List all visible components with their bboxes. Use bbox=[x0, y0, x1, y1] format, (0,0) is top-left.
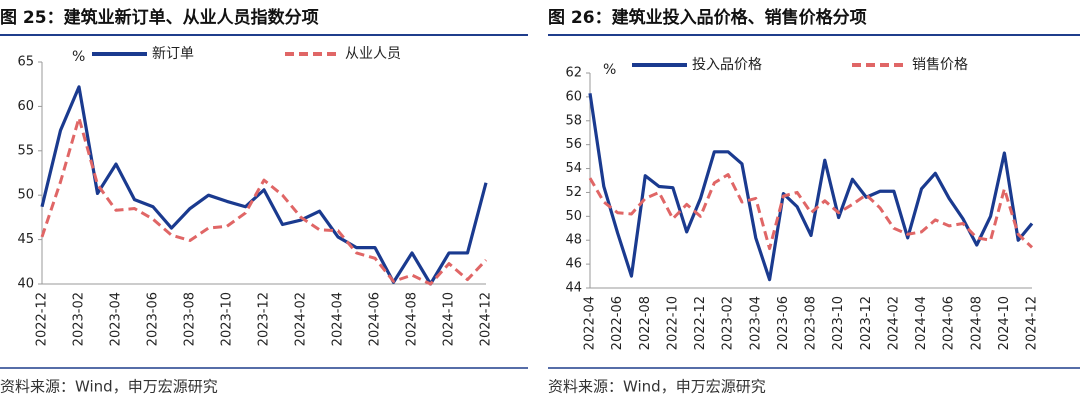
y-tick-label: 54 bbox=[565, 161, 582, 176]
series-line bbox=[588, 93, 1034, 282]
x-tick-label: 2024-12 bbox=[1025, 296, 1040, 350]
x-tick-label: 2023-10 bbox=[831, 296, 846, 350]
x-tick-label: 2024-04 bbox=[914, 296, 929, 350]
x-tick-label: 2022-12 bbox=[35, 292, 50, 346]
legend-label: 新订单 bbox=[152, 46, 194, 62]
y-tick-label: 48 bbox=[565, 233, 582, 248]
x-tick-label: 2023-06 bbox=[146, 292, 161, 346]
series-line bbox=[40, 116, 488, 286]
chart-title: 图 26：建筑业投入品价格、销售价格分项 bbox=[548, 7, 867, 28]
x-tick-label: 2022-10 bbox=[665, 296, 680, 350]
x-tick-label: 2024-08 bbox=[405, 292, 420, 346]
x-tick-label: 2023-02 bbox=[721, 296, 736, 350]
x-tick-label: 2024-06 bbox=[368, 292, 383, 346]
y-tick-label: 65 bbox=[17, 55, 34, 70]
y-tick-label: 55 bbox=[17, 143, 34, 158]
x-tick-label: 2024-02 bbox=[886, 296, 901, 350]
y-tick-label: 50 bbox=[17, 188, 34, 203]
source-note: 资料来源：Wind，申万宏源研究 bbox=[548, 378, 766, 396]
y-tick-label: 40 bbox=[17, 277, 34, 292]
x-tick-label: 2023-08 bbox=[183, 292, 198, 346]
source-note: 资料来源：Wind，申万宏源研究 bbox=[0, 378, 218, 396]
x-tick-label: 2024-02 bbox=[294, 292, 309, 346]
x-tick-label: 2023-04 bbox=[748, 296, 763, 350]
y-tick-label: 52 bbox=[565, 185, 582, 200]
x-tick-label: 2022-12 bbox=[693, 296, 708, 350]
x-tick-label: 2023-04 bbox=[109, 292, 124, 346]
x-tick-label: 2022-08 bbox=[638, 296, 653, 350]
x-tick-label: 2023-12 bbox=[257, 292, 272, 346]
x-tick-label: 2023-08 bbox=[804, 296, 819, 350]
x-tick-label: 2022-06 bbox=[610, 296, 625, 350]
y-tick-label: 56 bbox=[565, 137, 582, 152]
x-tick-label: 2024-06 bbox=[942, 296, 957, 350]
y-tick-label: 46 bbox=[565, 257, 582, 272]
y-tick-label: 58 bbox=[565, 113, 582, 128]
y-tick-label: 60 bbox=[565, 89, 582, 104]
x-tick-label: 2023-10 bbox=[220, 292, 235, 346]
x-tick-label: 2024-04 bbox=[331, 292, 346, 346]
y-tick-label: 62 bbox=[565, 66, 582, 81]
x-tick-label: 2024-10 bbox=[997, 296, 1012, 350]
y-tick-label: 60 bbox=[17, 99, 34, 114]
legend-label: 投入品价格 bbox=[692, 57, 762, 73]
y-tick-label: 44 bbox=[565, 281, 582, 296]
x-tick-label: 2022-04 bbox=[583, 296, 598, 350]
x-tick-label: 2024-12 bbox=[479, 292, 494, 346]
x-tick-label: 2023-06 bbox=[776, 296, 791, 350]
series-line bbox=[588, 173, 1034, 251]
x-tick-label: 2023-02 bbox=[72, 292, 87, 346]
series-line bbox=[40, 85, 488, 286]
y-tick-label: 45 bbox=[17, 232, 34, 247]
y-tick-label: 50 bbox=[565, 209, 582, 224]
legend-label: 销售价格 bbox=[912, 57, 968, 73]
x-tick-label: 2023-12 bbox=[859, 296, 874, 350]
unit-label: % bbox=[72, 49, 85, 65]
x-tick-label: 2024-08 bbox=[969, 296, 984, 350]
unit-label: % bbox=[603, 62, 616, 78]
chart-title: 图 25：建筑业新订单、从业人员指数分项 bbox=[0, 7, 319, 28]
legend-label: 从业人员 bbox=[345, 46, 401, 62]
x-tick-label: 2024-10 bbox=[442, 292, 457, 346]
